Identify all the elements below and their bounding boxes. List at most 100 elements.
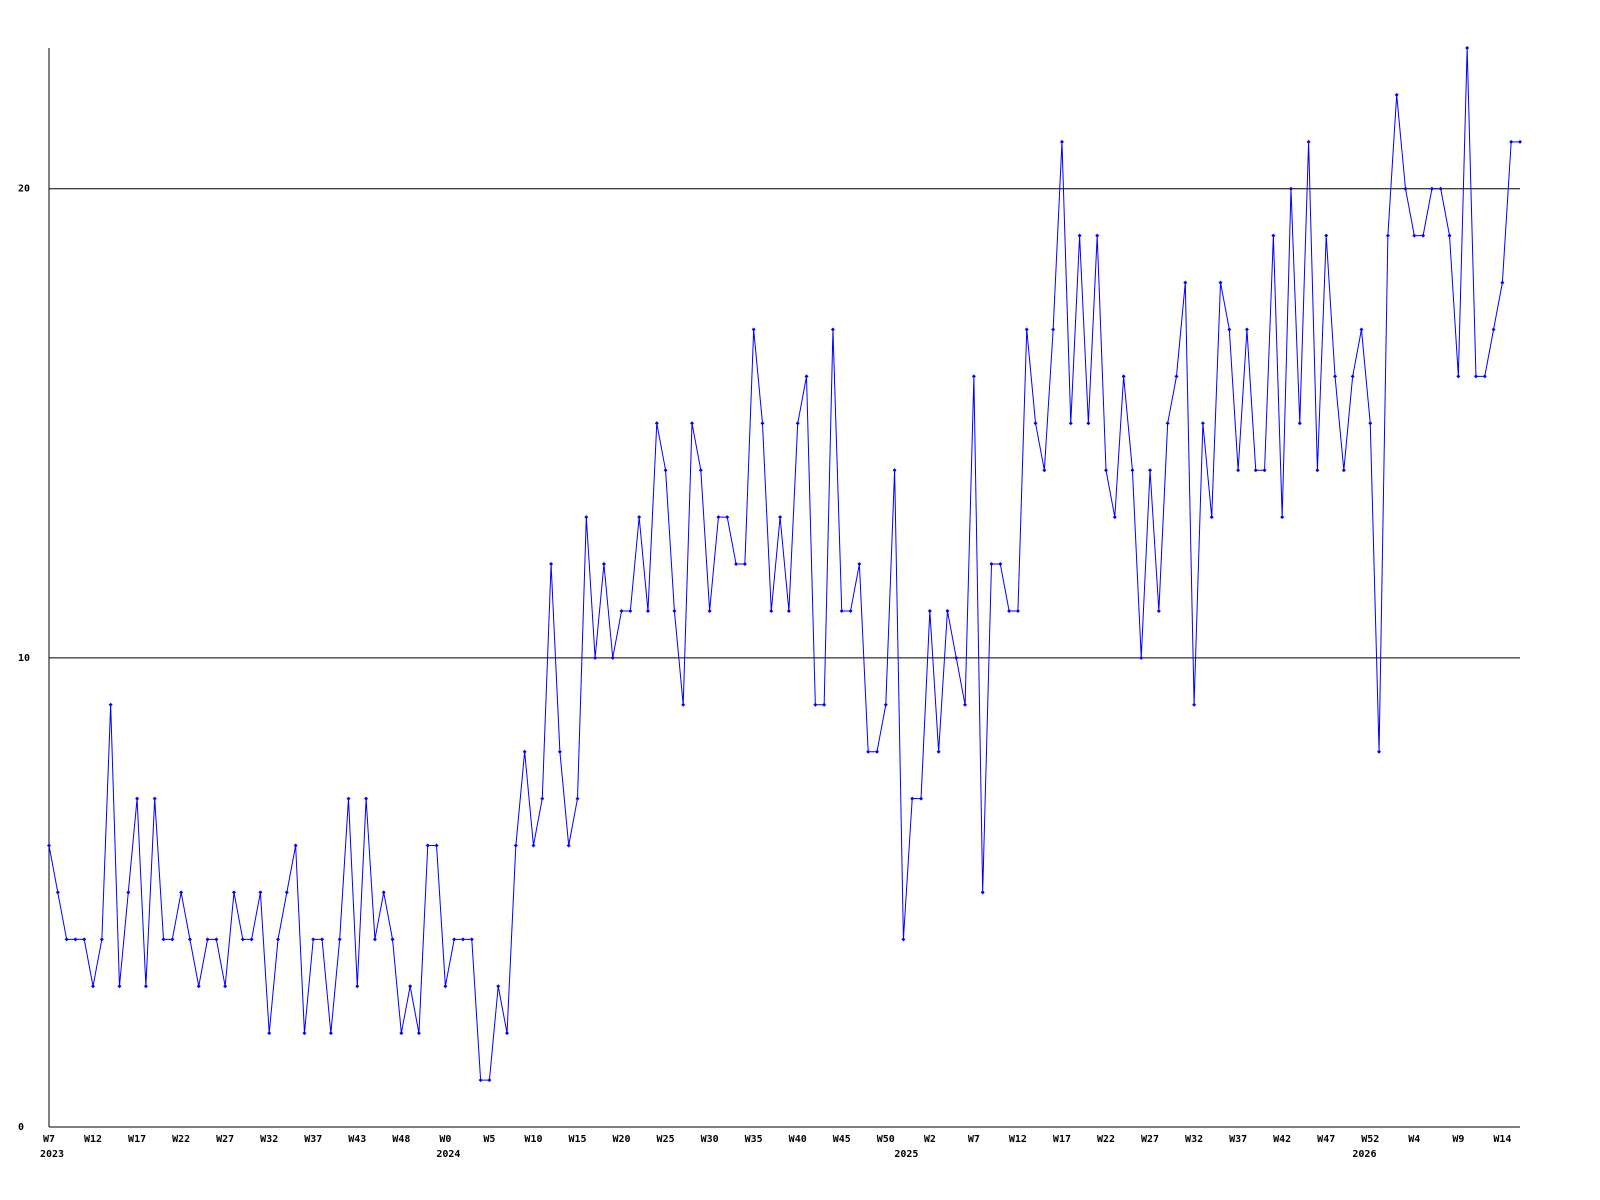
data-point <box>82 937 87 942</box>
data-point <box>152 796 157 801</box>
data-point <box>1280 515 1285 520</box>
x-tick-label: W9 <box>1452 1134 1464 1145</box>
data-point <box>1368 421 1373 426</box>
data-point <box>1262 468 1267 473</box>
data-point <box>478 1078 483 1083</box>
x-tick-label: W45 <box>833 1134 851 1145</box>
data-point <box>469 937 474 942</box>
data-point <box>610 655 615 660</box>
data-point <box>1104 468 1109 473</box>
data-point <box>1394 92 1399 97</box>
x-tick-label: W27 <box>216 1134 234 1145</box>
data-point <box>1500 280 1505 285</box>
x-tick-label: W47 <box>1317 1134 1335 1145</box>
data-point <box>830 327 835 332</box>
data-point <box>795 421 800 426</box>
data-point <box>725 515 730 520</box>
data-point <box>249 937 254 942</box>
data-point <box>1271 233 1276 238</box>
data-point <box>575 796 580 801</box>
x-tick-label: W27 <box>1141 1134 1159 1145</box>
data-point <box>1148 468 1153 473</box>
x-tick-label: W48 <box>392 1134 410 1145</box>
data-point <box>822 702 827 707</box>
data-point <box>1218 280 1223 285</box>
data-point <box>284 890 289 895</box>
data-point <box>1333 374 1338 379</box>
x-tick-label: W0 <box>439 1134 451 1145</box>
data-point <box>1297 421 1302 426</box>
data-point <box>1456 374 1461 379</box>
data-point <box>170 937 175 942</box>
data-point <box>593 655 598 660</box>
data-point <box>126 890 131 895</box>
data-point <box>1121 374 1126 379</box>
x-tick-label: W4 <box>1408 1134 1420 1145</box>
data-point <box>346 796 351 801</box>
data-point <box>487 1078 492 1083</box>
data-point <box>883 702 888 707</box>
data-point <box>848 608 853 613</box>
x-tick-label: W32 <box>1185 1134 1203 1145</box>
x-tick-label: W5 <box>483 1134 495 1145</box>
data-point <box>1174 374 1179 379</box>
data-point <box>320 937 325 942</box>
data-point <box>1007 608 1012 613</box>
data-point <box>628 608 633 613</box>
data-point <box>1236 468 1241 473</box>
x-tick-label: W43 <box>348 1134 366 1145</box>
data-point <box>267 1031 272 1036</box>
data-point <box>302 1031 307 1036</box>
data-point <box>1059 139 1064 144</box>
data-point <box>258 890 263 895</box>
data-point <box>381 890 386 895</box>
data-point <box>1359 327 1364 332</box>
data-point <box>443 984 448 989</box>
data-point <box>760 421 765 426</box>
data-point <box>1139 655 1144 660</box>
data-point <box>681 702 686 707</box>
data-point <box>1324 233 1329 238</box>
data-point <box>108 702 113 707</box>
data-point <box>1438 186 1443 191</box>
data-point <box>355 984 360 989</box>
x-tick-label: W12 <box>84 1134 102 1145</box>
data-point <box>240 937 245 942</box>
data-point <box>734 562 739 567</box>
data-point <box>1509 139 1514 144</box>
data-point <box>1033 421 1038 426</box>
data-point <box>1112 515 1117 520</box>
data-point <box>601 562 606 567</box>
data-point <box>945 608 950 613</box>
data-point <box>91 984 96 989</box>
x-tick-label: W25 <box>657 1134 675 1145</box>
data-point <box>1086 421 1091 426</box>
x-tick-label: W12 <box>1009 1134 1027 1145</box>
data-point <box>337 937 342 942</box>
y-tick-label: 10 <box>18 653 30 664</box>
data-point <box>936 749 941 754</box>
data-point <box>452 937 457 942</box>
data-point <box>1465 46 1470 50</box>
data-point <box>892 468 897 473</box>
data-point <box>549 562 554 567</box>
data-point <box>857 562 862 567</box>
data-point <box>513 843 518 848</box>
year-label: 2024 <box>436 1149 460 1160</box>
x-tick-label: W22 <box>172 1134 190 1145</box>
data-point <box>901 937 906 942</box>
data-point <box>231 890 236 895</box>
x-tick-label: W7 <box>43 1134 55 1145</box>
data-point <box>637 515 642 520</box>
data-point <box>971 374 976 379</box>
data-point <box>1200 421 1205 426</box>
data-point <box>505 1031 510 1036</box>
data-point <box>1491 327 1496 332</box>
data-point <box>1518 139 1522 144</box>
data-point <box>1192 702 1197 707</box>
data-point <box>919 796 924 801</box>
x-tick-label: W14 <box>1493 1134 1511 1145</box>
data-point <box>980 890 985 895</box>
